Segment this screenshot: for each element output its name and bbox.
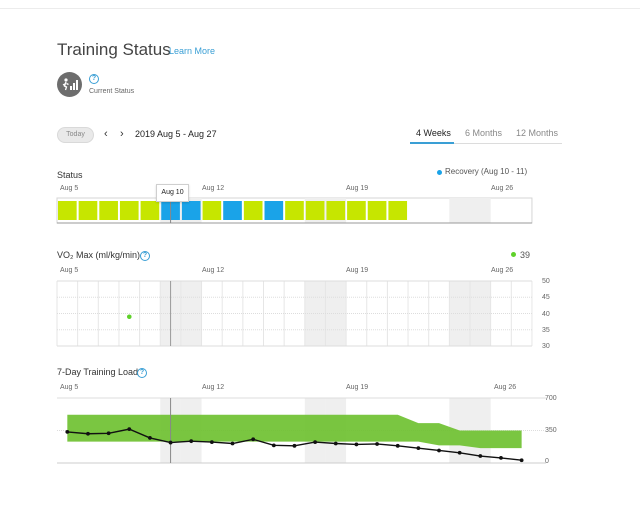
date-range: 2019 Aug 5 - Aug 27 [135,129,217,139]
training-load-point [86,431,90,436]
training-load-point [106,431,111,436]
status-day-cell [223,201,242,220]
x-tick-label: Aug 26 [491,267,514,274]
today-button[interactable]: Today [57,127,94,143]
date-tooltip: Aug 10 [156,184,189,202]
runner-chart-icon [57,72,82,97]
status-day-cell [181,201,201,220]
x-tick-label: Aug 12 [202,384,225,391]
x-tick-label: Aug 19 [346,384,369,391]
top-divider [0,8,640,9]
training-load-point [416,446,421,451]
status-day-cell [140,201,160,220]
x-tick-label: Aug 19 [346,185,369,192]
status-day-cell [305,201,325,220]
status-day-cell [367,201,387,220]
training-load-point [209,440,214,445]
status-day-cell [119,201,139,220]
training-load-point [519,458,524,463]
status-day-cell [58,201,77,220]
status-day-cell [78,201,98,220]
question-circle-icon[interactable]: ? [140,251,150,261]
status-day-cell [243,201,263,220]
training-load-point [395,443,400,448]
vo2-legend-dot [511,252,516,257]
x-tick-label: Aug 5 [60,185,79,192]
weekend-shade [449,198,470,223]
y-tick-label: 35 [542,327,550,334]
training-load-point [375,442,379,446]
x-tick-label: Aug 5 [60,267,79,274]
x-tick-label: Aug 5 [60,384,79,391]
tabs-divider [410,143,562,144]
training-load-point [499,455,503,460]
training-load-point [251,437,256,442]
training-load-point [65,429,70,434]
question-circle-icon[interactable]: ? [89,74,99,84]
vo2-section-title: VO₂ Max (ml/kg/min) [57,250,140,260]
learn-more-link[interactable]: Learn More [169,46,216,56]
status-day-cell [285,201,304,220]
vo2-point [126,314,132,320]
training-load-point [292,443,297,448]
training-load-point [230,441,235,446]
x-tick-label: Aug 26 [491,185,514,192]
status-day-cell [326,201,346,220]
x-tick-label: Aug 12 [202,185,225,192]
current-status-label: Current Status [89,88,135,95]
question-circle-icon[interactable]: ? [137,368,147,378]
training-load-point [127,427,132,432]
training-load-point [189,439,194,444]
x-tick-label: Aug 26 [494,384,517,391]
chevron-right-icon[interactable]: › [120,128,124,140]
x-tick-label: Aug 12 [202,267,225,274]
load-section-title: 7-Day Training Load [57,367,139,377]
status-day-cell [264,201,284,220]
vo2-current-value: 39 [520,250,531,260]
training-load-point [148,436,152,440]
training-load-point [354,442,359,447]
active-tab-indicator [410,142,454,144]
y-tick-label: 50 [542,278,550,285]
weekend-shade [470,198,491,223]
tab-6-months[interactable]: 6 Months [465,128,503,138]
status-day-cell [388,201,408,220]
status-day-cell [202,201,222,220]
optimal-load-band [67,414,522,449]
tab-12-months[interactable]: 12 Months [516,128,559,138]
training-load-point [271,443,276,448]
tab-4-weeks[interactable]: 4 Weeks [416,128,451,138]
recovery-legend: Recovery (Aug 10 - 11) [445,167,528,176]
status-day-cell [99,201,118,220]
x-tick-label: Aug 19 [346,267,369,274]
training-load-point [437,448,441,453]
recovery-legend-dot [437,170,442,175]
page-title: Training Status [57,40,171,59]
y-tick-label: 0 [545,458,549,465]
y-tick-label: 45 [542,294,550,301]
y-tick-label: 700 [545,395,557,402]
training-load-point [168,440,173,445]
y-tick-label: 40 [542,311,550,318]
status-section-title: Status [57,170,83,180]
chevron-left-icon[interactable]: ‹ [104,128,108,140]
y-tick-label: 30 [542,343,550,350]
training-load-point [313,440,318,445]
status-day-cell [347,201,366,220]
training-load-point [333,441,338,446]
training-load-point [457,450,462,455]
y-tick-label: 350 [545,427,557,434]
training-load-point [478,454,483,458]
